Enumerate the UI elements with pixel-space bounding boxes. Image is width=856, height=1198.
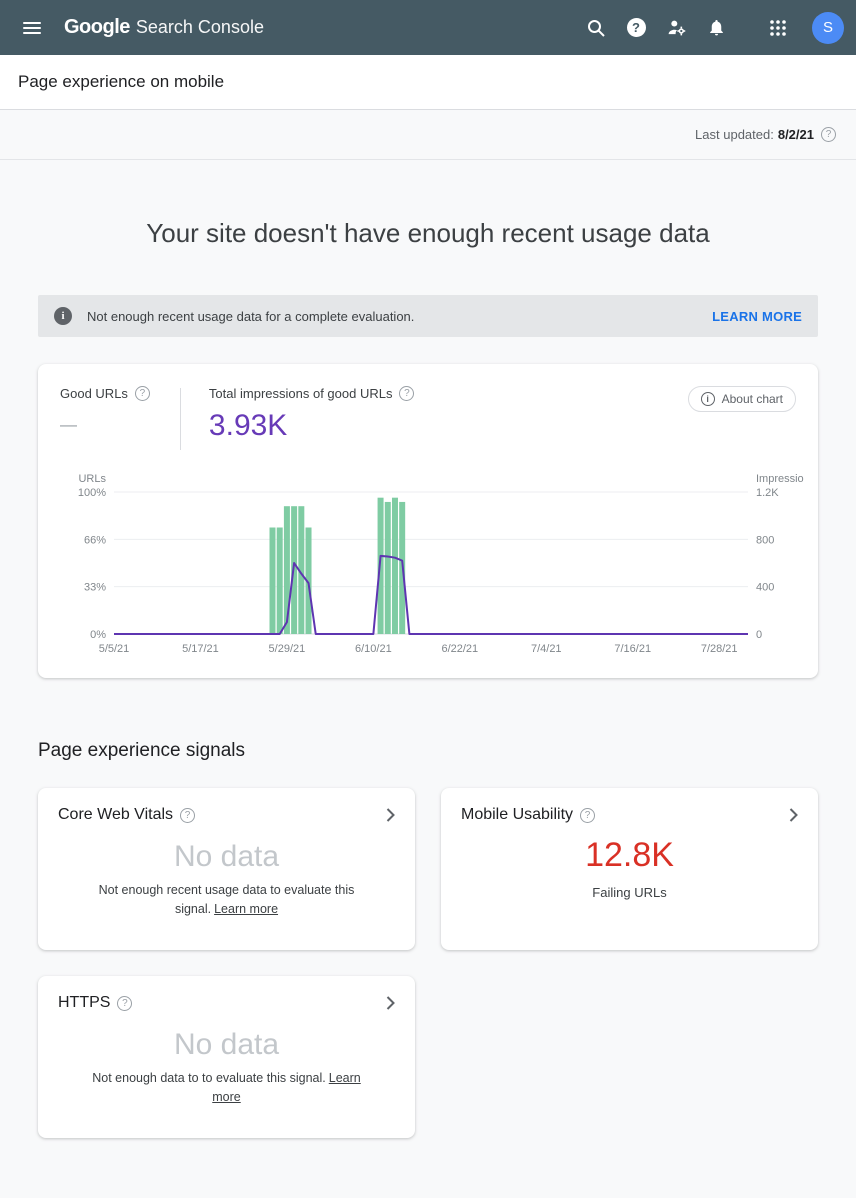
svg-text:6/10/21: 6/10/21: [355, 643, 392, 655]
about-chart-label: About chart: [721, 392, 783, 406]
svg-text:URLs: URLs: [78, 474, 106, 485]
chart-card-header: Good URLs ? — Total impressions of good …: [60, 386, 796, 450]
user-settings-icon: [668, 20, 685, 36]
app-bar: Google Search Console ?: [0, 0, 856, 55]
info-icon: i: [700, 392, 715, 406]
banner-message: Not enough recent usage data for a compl…: [87, 308, 415, 324]
help-icon: ?: [626, 18, 646, 37]
learn-more-link[interactable]: Learn more: [212, 1071, 361, 1105]
page-heading: Your site doesn't have enough recent usa…: [146, 218, 710, 248]
apps-button[interactable]: [758, 8, 798, 48]
good-urls-label: Good URLs: [60, 386, 128, 401]
svg-text:6/22/21: 6/22/21: [441, 643, 478, 655]
chevron-right-icon[interactable]: [386, 808, 395, 822]
app-logo: Google Search Console: [64, 16, 264, 39]
chevron-right-icon[interactable]: [386, 996, 395, 1010]
card-description: Not enough recent usage data to evaluate…: [98, 883, 355, 917]
card-title: HTTPS: [58, 994, 111, 1011]
mobile-usability-card[interactable]: Mobile Usability ? 12.8K Failing URLs: [441, 788, 818, 950]
last-updated-row: Last updated: 8/2/21 ?: [0, 110, 856, 160]
search-button[interactable]: [576, 8, 616, 48]
logo-google: Google: [64, 16, 130, 38]
svg-text:7/28/21: 7/28/21: [701, 643, 738, 655]
help-icon[interactable]: ?: [134, 386, 150, 401]
svg-text:1.2K: 1.2K: [756, 487, 779, 499]
card-value: 12.8K: [585, 836, 674, 874]
last-updated-label: Last updated:: [695, 127, 774, 142]
svg-text:7/4/21: 7/4/21: [531, 643, 562, 655]
https-card[interactable]: HTTPS ? No data Not enough data to to ev…: [38, 976, 415, 1138]
about-chart-button[interactable]: i About chart: [687, 386, 796, 412]
help-icon[interactable]: ?: [821, 127, 836, 142]
page-title: Page experience on mobile: [18, 72, 225, 91]
search-icon: [588, 19, 605, 37]
help-icon[interactable]: ?: [580, 807, 596, 823]
signal-cards: Core Web Vitals ? No data Not enough rec…: [38, 788, 818, 1138]
card-value: No data: [173, 840, 280, 873]
account-avatar[interactable]: S: [812, 11, 844, 44]
chart-card: Good URLs ? — Total impressions of good …: [38, 364, 818, 678]
page-subheader: Page experience on mobile: [0, 55, 856, 110]
card-value: No data: [173, 1028, 280, 1061]
info-banner: i Not enough recent usage data for a com…: [38, 295, 818, 337]
svg-text:100%: 100%: [78, 487, 106, 499]
last-updated-date: 8/2/21: [777, 127, 814, 142]
help-icon[interactable]: ?: [399, 386, 415, 401]
impressions-value: 3.93K: [208, 409, 288, 442]
help-icon[interactable]: ?: [180, 807, 196, 823]
svg-text:7/16/21: 7/16/21: [614, 643, 651, 655]
menu-button[interactable]: [12, 8, 52, 48]
svg-text:400: 400: [756, 582, 774, 594]
svg-text:5/5/21: 5/5/21: [99, 643, 130, 655]
svg-text:800: 800: [756, 534, 774, 546]
help-icon[interactable]: ?: [117, 995, 133, 1011]
core-web-vitals-card[interactable]: Core Web Vitals ? No data Not enough rec…: [38, 788, 415, 950]
learn-more-link[interactable]: Learn more: [214, 902, 279, 917]
apps-grid-icon: [770, 19, 786, 36]
learn-more-button[interactable]: LEARN MORE: [712, 308, 802, 324]
good-urls-metric: Good URLs ? —: [60, 386, 150, 435]
divider: [179, 388, 181, 450]
good-urls-value: —: [60, 415, 77, 434]
info-icon: i: [54, 307, 72, 325]
notifications-icon: [709, 19, 723, 36]
menu-icon: [23, 21, 41, 34]
impressions-label: Total impressions of good URLs: [208, 386, 393, 401]
svg-text:Impressions: Impressions: [756, 474, 804, 485]
impressions-metric: Total impressions of good URLs ? 3.93K: [209, 386, 415, 443]
notifications-button[interactable]: [696, 8, 736, 48]
main-content: Last updated: 8/2/21 ? Your site doesn't…: [0, 110, 856, 1198]
chevron-right-icon[interactable]: [789, 808, 798, 822]
card-title: Core Web Vitals: [58, 806, 174, 823]
svg-text:5/29/21: 5/29/21: [269, 643, 306, 655]
card-sub-label: Failing URLs: [592, 885, 667, 900]
card-description: Not enough data to to evaluate this sign…: [92, 1071, 361, 1105]
card-title: Mobile Usability: [461, 806, 574, 823]
svg-text:33%: 33%: [84, 582, 106, 594]
svg-text:5/17/21: 5/17/21: [182, 643, 219, 655]
signals-heading: Page experience signals: [38, 740, 246, 761]
help-button[interactable]: ?: [616, 8, 656, 48]
logo-product: Search Console: [135, 17, 264, 37]
user-settings-button[interactable]: [656, 8, 696, 48]
svg-text:66%: 66%: [84, 534, 106, 546]
svg-text:0%: 0%: [90, 629, 106, 641]
svg-text:0: 0: [756, 629, 762, 641]
usage-chart[interactable]: URLs Impressions 100% 1.2K 66% 800 33% 400 0% 0 5/…: [60, 474, 804, 664]
